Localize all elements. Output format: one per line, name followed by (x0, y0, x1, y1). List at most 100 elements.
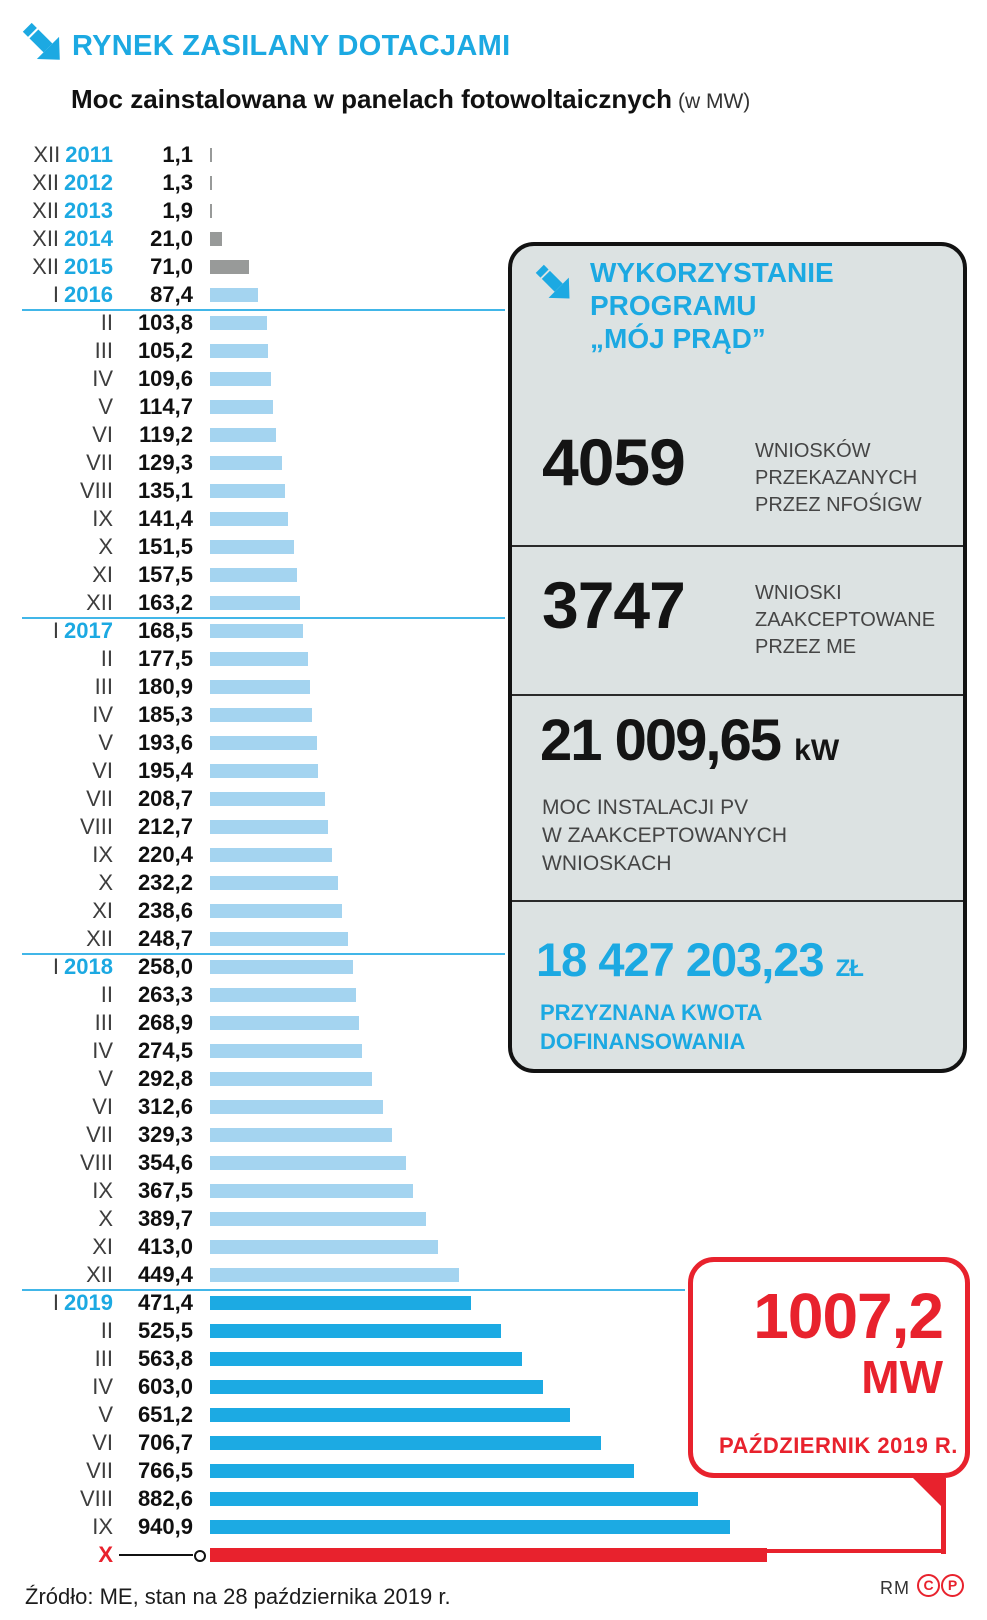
chart-row: IV 603,0 (0, 1373, 987, 1401)
row-bar (210, 1268, 459, 1282)
row-month-label: IX (92, 1178, 113, 1203)
row-period-label: XII (0, 589, 113, 617)
infobox-divider (512, 545, 963, 547)
row-month-label: XII (86, 590, 113, 615)
row-period-label: II (0, 645, 113, 673)
row-month-label: I (52, 618, 60, 643)
chart-row: III 180,9 (0, 673, 987, 701)
row-bar (210, 428, 276, 442)
row-month-label: XI (92, 562, 113, 587)
row-period-label: VI (0, 757, 113, 785)
row-value: 1,3 (162, 170, 193, 195)
chart-row: IX 940,9 (0, 1513, 987, 1541)
source-note: Źródło: ME, stan na 28 października 2019… (25, 1584, 451, 1609)
row-period-label: VI (0, 1093, 113, 1121)
chart-row: VIII 212,7 (0, 813, 987, 841)
row-period-label: X (0, 1541, 113, 1569)
row-bar (210, 680, 310, 694)
chart-row: II 263,3 (0, 981, 987, 1009)
year-separator-2016 (22, 309, 505, 311)
row-value: 1,9 (162, 198, 193, 223)
callout-tail (913, 1478, 945, 1510)
row-period-label: I 2017 (0, 617, 113, 645)
row-value: 766,5 (137, 1458, 193, 1483)
chart-row: VII 208,7 (0, 785, 987, 813)
row-year-label: 2013 (64, 198, 113, 223)
stat-grant-amount-label: PRZYZNANA KWOTA DOFINANSOWANIA (540, 1000, 763, 1054)
row-year-label: 2015 (64, 254, 113, 279)
row-month-label: X (98, 1542, 113, 1567)
row-value: 389,7 (137, 1206, 193, 1231)
row-period-label: IV (0, 701, 113, 729)
callout-unit: MW (861, 1351, 943, 1403)
chart-row: XII 2011 1,1 (0, 141, 987, 169)
row-value: 105,2 (137, 338, 193, 363)
row-month-label: XII (86, 1262, 113, 1287)
arrow-down-right-icon (535, 264, 570, 299)
row-bar (210, 1436, 601, 1450)
row-month-label: XII (32, 198, 60, 223)
chart-row: X 389,7 (0, 1205, 987, 1233)
row-period-label: XII 2015 (0, 253, 113, 281)
row-bar (210, 344, 268, 358)
row-bar (210, 1352, 522, 1366)
chart-row: IX 141,4 (0, 505, 987, 533)
stat-grant-amount-value: 18 427 203,23 ZŁ (536, 936, 864, 983)
stat-grant-amount-unit: ZŁ (835, 955, 864, 982)
row-value: 163,2 (137, 590, 193, 615)
row-period-label: IX (0, 505, 113, 533)
row-bar (210, 904, 342, 918)
row-month-label: V (98, 394, 113, 419)
row-bar (210, 624, 303, 638)
arrow-down-right-icon (22, 22, 60, 60)
row-month-label: VIII (79, 478, 113, 503)
row-value: 1,1 (162, 142, 193, 167)
callout-pointer-vertical (941, 1478, 946, 1554)
chart-row: X 232,2 (0, 869, 987, 897)
row-period-label: XII 2013 (0, 197, 113, 225)
row-month-label: XI (92, 898, 113, 923)
chart-row: X (0, 1541, 987, 1569)
chart-row: VIII 354,6 (0, 1149, 987, 1177)
chart-row: VII 129,3 (0, 449, 987, 477)
row-bar (210, 1464, 634, 1478)
row-bar (210, 204, 212, 218)
row-year-label: 2011 (65, 142, 113, 167)
row-month-label: VII (86, 1122, 113, 1147)
stat-pv-capacity-unit: kW (794, 734, 840, 767)
row-value: 109,6 (137, 366, 193, 391)
row-bar (210, 1240, 438, 1254)
chart-row: X 151,5 (0, 533, 987, 561)
row-year-label: 2014 (64, 226, 113, 251)
row-period-label: VII (0, 449, 113, 477)
chart-row: XI 157,5 (0, 561, 987, 589)
row-bar (210, 512, 288, 526)
chart-row: VI 119,2 (0, 421, 987, 449)
row-value: 180,9 (137, 674, 193, 699)
row-bar (210, 764, 318, 778)
row-period-label: V (0, 393, 113, 421)
row-month-label: IV (92, 1038, 113, 1063)
row-value: 248,7 (137, 926, 193, 951)
chart-row: XII 2013 1,9 (0, 197, 987, 225)
chart-row: IV 109,6 (0, 365, 987, 393)
row-value: 195,4 (137, 758, 193, 783)
row-period-label: XI (0, 561, 113, 589)
row-value: 129,3 (137, 450, 193, 475)
row-bar (210, 1408, 570, 1422)
row-period-label: VIII (0, 1149, 113, 1177)
row-month-label: XII (86, 926, 113, 951)
page-title: RYNEK ZASILANY DOTACJAMI (72, 30, 511, 62)
row-value: 563,8 (137, 1346, 193, 1371)
october-callout: 1007,2 MW PAŹDZIERNIK 2019 R. (688, 1257, 970, 1478)
row-bar (210, 1492, 698, 1506)
row-period-label: IV (0, 1373, 113, 1401)
row-month-label: VI (92, 422, 113, 447)
row-month-label: I (52, 282, 60, 307)
row-period-label: VII (0, 785, 113, 813)
row-bar (210, 232, 222, 246)
row-bar (210, 1212, 426, 1226)
chart-row: VI 312,6 (0, 1093, 987, 1121)
row-period-label: IX (0, 1177, 113, 1205)
row-month-label: XII (32, 170, 60, 195)
